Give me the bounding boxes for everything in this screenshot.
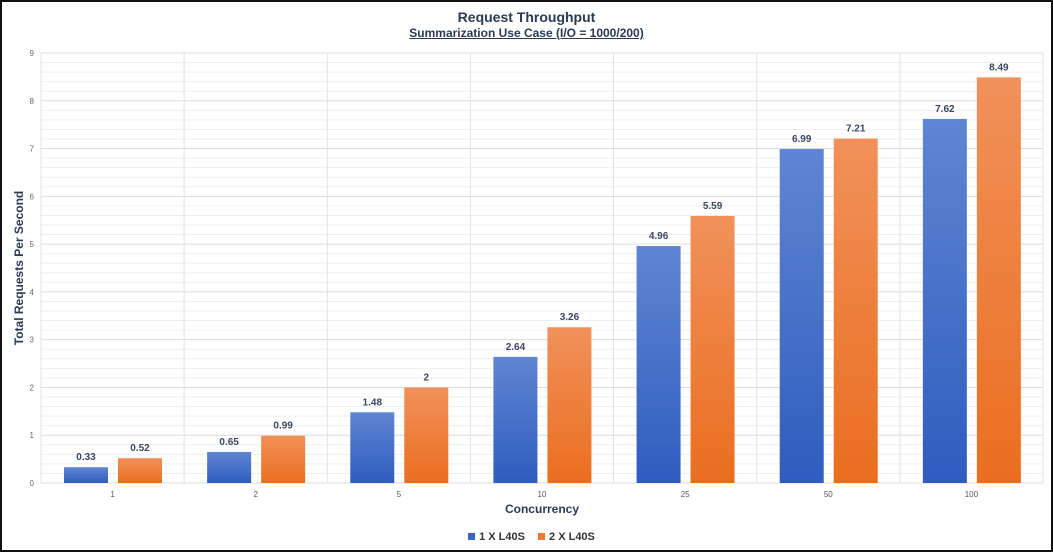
data-label: 0.99 (273, 421, 293, 432)
chart-subtitle: Summarization Use Case (I/O = 1000/200) (409, 26, 644, 40)
bar-2x-1 (118, 458, 162, 483)
bar-1x-2 (207, 451, 252, 483)
bar-1x-25 (636, 246, 681, 483)
bar-2x-50 (833, 138, 878, 483)
y-tick-label: 7 (30, 145, 35, 154)
y-tick-label: 6 (30, 192, 35, 201)
bar-1x-100 (922, 118, 967, 483)
data-label: 0.65 (219, 437, 239, 448)
y-tick-label: 5 (30, 240, 35, 249)
bar-1x-1 (64, 467, 108, 483)
y-tick-label: 0 (30, 479, 35, 488)
chart-title: Request Throughput (457, 9, 596, 25)
bar-2x-2 (261, 435, 306, 483)
x-axis-label: Concurrency (505, 502, 579, 516)
x-tick-label: 10 (538, 490, 547, 499)
legend-label-1x: 1 X L40S (479, 531, 525, 543)
legend: 1 X L40S 2 X L40S (0, 531, 1053, 543)
data-label: 0.52 (130, 443, 150, 454)
bar-2x-10 (547, 327, 592, 483)
data-label: 2.64 (506, 342, 526, 353)
y-tick-label: 3 (30, 336, 35, 345)
y-tick-label: 4 (30, 288, 35, 297)
legend-swatch-2x (538, 533, 546, 540)
y-axis-label: Total Requests Per Second (12, 191, 26, 345)
data-label: 0.33 (76, 452, 96, 463)
bar-2x-5 (404, 387, 449, 483)
bar-1x-5 (350, 412, 395, 483)
data-label: 8.49 (989, 62, 1009, 73)
data-label: 2 (424, 372, 430, 383)
legend-swatch-1x (468, 533, 476, 540)
y-tick-label: 9 (30, 49, 35, 58)
data-label: 3.26 (560, 312, 580, 323)
data-label: 7.21 (846, 124, 866, 135)
x-tick-label: 100 (965, 490, 979, 499)
data-label: 7.62 (935, 104, 955, 115)
data-label: 4.96 (649, 231, 669, 242)
bar-1x-50 (779, 149, 824, 484)
x-tick-label: 5 (397, 490, 402, 499)
x-tick-label: 1 (110, 490, 115, 499)
bar-2x-25 (690, 215, 735, 483)
data-label: 1.48 (363, 397, 383, 408)
x-tick-label: 2 (253, 490, 258, 499)
legend-label-2x: 2 X L40S (549, 531, 595, 543)
bar-1x-10 (493, 356, 538, 483)
y-tick-label: 1 (30, 431, 35, 440)
y-tick-label: 2 (30, 383, 35, 392)
data-label: 6.99 (792, 134, 812, 145)
bar-2x-100 (976, 77, 1021, 483)
x-tick-label: 50 (824, 490, 833, 499)
y-tick-label: 8 (30, 97, 35, 106)
data-label: 5.59 (703, 201, 723, 212)
x-tick-label: 25 (681, 490, 690, 499)
